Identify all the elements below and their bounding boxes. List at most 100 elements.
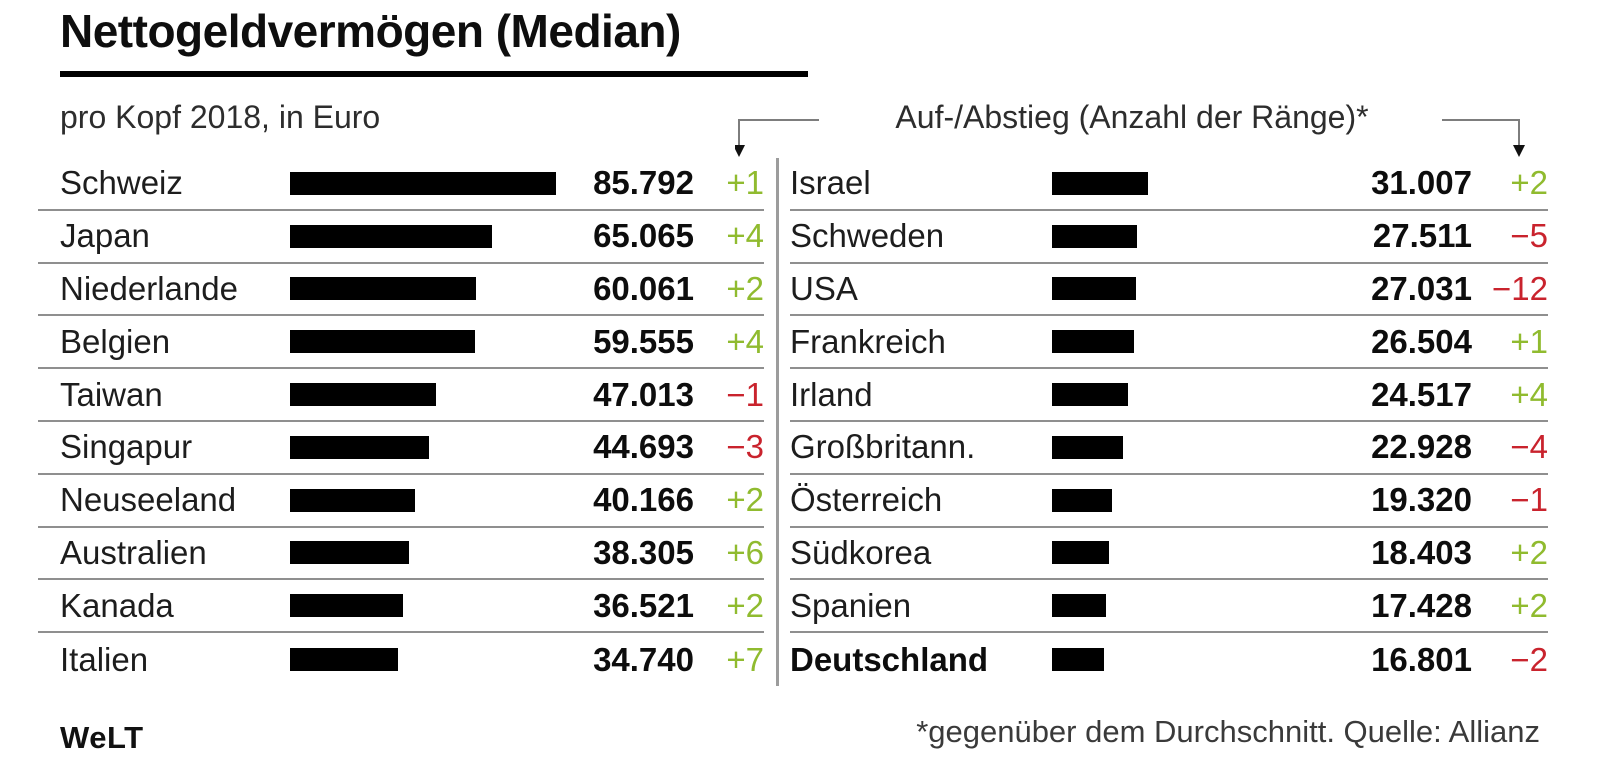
value-label: 22.928 [1371,428,1472,466]
page-title: Nettogeldvermögen (Median) [60,5,681,57]
table-row: Taiwan 47.013 −1 [38,369,764,422]
country-label: Niederlande [60,269,238,307]
ranking-table-left: Schweiz 85.792 +1 Japan 65.065 +4 Niederlande 6… [38,158,764,686]
value-label: 59.555 [593,322,694,360]
value-bar [1052,594,1106,618]
column-divider [776,158,779,686]
table-row: Südkorea 18.403 +2 [790,528,1548,581]
value-bar [290,171,556,195]
country-label: Frankreich [790,322,946,360]
country-label: Irland [790,375,873,413]
bar-cell [1052,171,1240,195]
value-label: 36.521 [593,586,694,624]
table-row: Spanien 17.428 +2 [790,580,1548,634]
country-label: Taiwan [60,375,163,413]
value-bar [290,224,492,248]
value-label: 27.511 [1372,217,1472,255]
rank-change-label: +7 [726,640,764,678]
table-row: Italien 34.740 +7 [38,633,764,686]
bar-cell [290,594,558,618]
bar-cell [290,330,558,354]
table-row: Niederlande 60.061 +2 [38,264,764,317]
country-label: Japan [60,217,150,255]
value-label: 26.504 [1371,322,1472,360]
bar-cell [1052,648,1240,672]
table-row: Kanada 36.521 +2 [38,580,764,634]
table-row: Österreich 19.320 −1 [790,475,1548,528]
value-label: 34.740 [593,640,694,678]
rank-change-label: +4 [726,217,764,255]
value-label: 17.428 [1371,586,1472,624]
country-label: Neuseeland [60,481,237,519]
table-row: Neuseeland 40.166 +2 [38,475,764,528]
table-row: Schweiz 85.792 +1 [38,158,764,211]
rank-change-label: −12 [1492,269,1548,307]
table-row: Frankreich 26.504 +1 [790,316,1548,370]
value-label: 16.801 [1371,640,1472,678]
table-row: Israel 31.007 +2 [790,158,1548,211]
bar-cell [1052,435,1240,459]
rank-change-label: −1 [726,375,764,413]
value-label: 31.007 [1371,164,1472,202]
bar-cell [290,171,558,195]
value-label: 85.792 [593,164,694,202]
value-label: 65.065 [593,217,694,255]
country-label: Kanada [60,586,174,624]
bar-cell [290,277,558,301]
value-bar [1052,277,1136,301]
title-underline [60,71,808,77]
rank-change-label: +1 [726,164,764,202]
value-label: 44.693 [593,428,694,466]
rank-change-label: −2 [1510,640,1548,678]
country-label: Singapur [60,428,193,466]
country-label: Großbritann. [790,428,976,466]
value-label: 18.403 [1371,533,1472,571]
rank-annotation-label: Auf-/Abstieg (Anzahl der Ränge)* [895,99,1369,135]
rank-change-label: +2 [726,269,764,307]
value-bar [290,541,409,565]
value-bar [1052,541,1109,565]
bar-cell [290,435,558,459]
value-label: 27.031 [1371,269,1472,307]
country-label: Spanien [790,586,912,624]
bar-cell [290,488,558,512]
country-label: Schweden [790,217,945,255]
value-label: 38.305 [593,533,694,571]
value-bar [1052,648,1104,672]
bar-cell [1052,383,1240,407]
value-bar [290,330,475,354]
country-label: Italien [60,640,149,678]
bar-cell [1052,330,1240,354]
table-row: USA 27.031 −12 [790,264,1548,317]
value-bar [290,594,403,618]
bar-cell [290,541,558,565]
country-label: Deutschland [790,640,989,678]
bar-cell [1052,224,1240,248]
rank-change-label: +6 [726,533,764,571]
source-note: *gegenüber dem Durchschnitt. Quelle: All… [916,714,1540,749]
value-label: 24.517 [1371,375,1472,413]
bar-cell [1052,541,1240,565]
rank-change-label: −5 [1510,217,1548,255]
bar-cell [1052,594,1240,618]
chart-subtitle: pro Kopf 2018, in Euro [60,99,381,135]
country-label: Israel [790,164,871,202]
rank-change-label: +2 [1510,586,1548,624]
table-row: Großbritann. 22.928 −4 [790,422,1548,475]
table-row: Schweden 27.511 −5 [790,211,1548,264]
rank-change-label: +4 [726,322,764,360]
rank-change-label: +1 [1510,322,1548,360]
ranking-table-right: Israel 31.007 +2 Schweden 27.511 −5 USA 27.031−… [790,158,1548,686]
rank-change-label: −3 [726,428,764,466]
bar-cell [1052,488,1240,512]
value-bar [1052,383,1128,407]
bar-cell [290,383,558,407]
bar-cell [1052,277,1240,301]
table-row: Japan 65.065 +4 [38,211,764,264]
value-bar [290,435,429,459]
table-row: Irland 24.517 +4 [790,369,1548,422]
value-bar [1052,488,1112,512]
value-bar [290,383,436,407]
value-bar [290,648,398,672]
welt-logo: WeLT [60,720,144,755]
